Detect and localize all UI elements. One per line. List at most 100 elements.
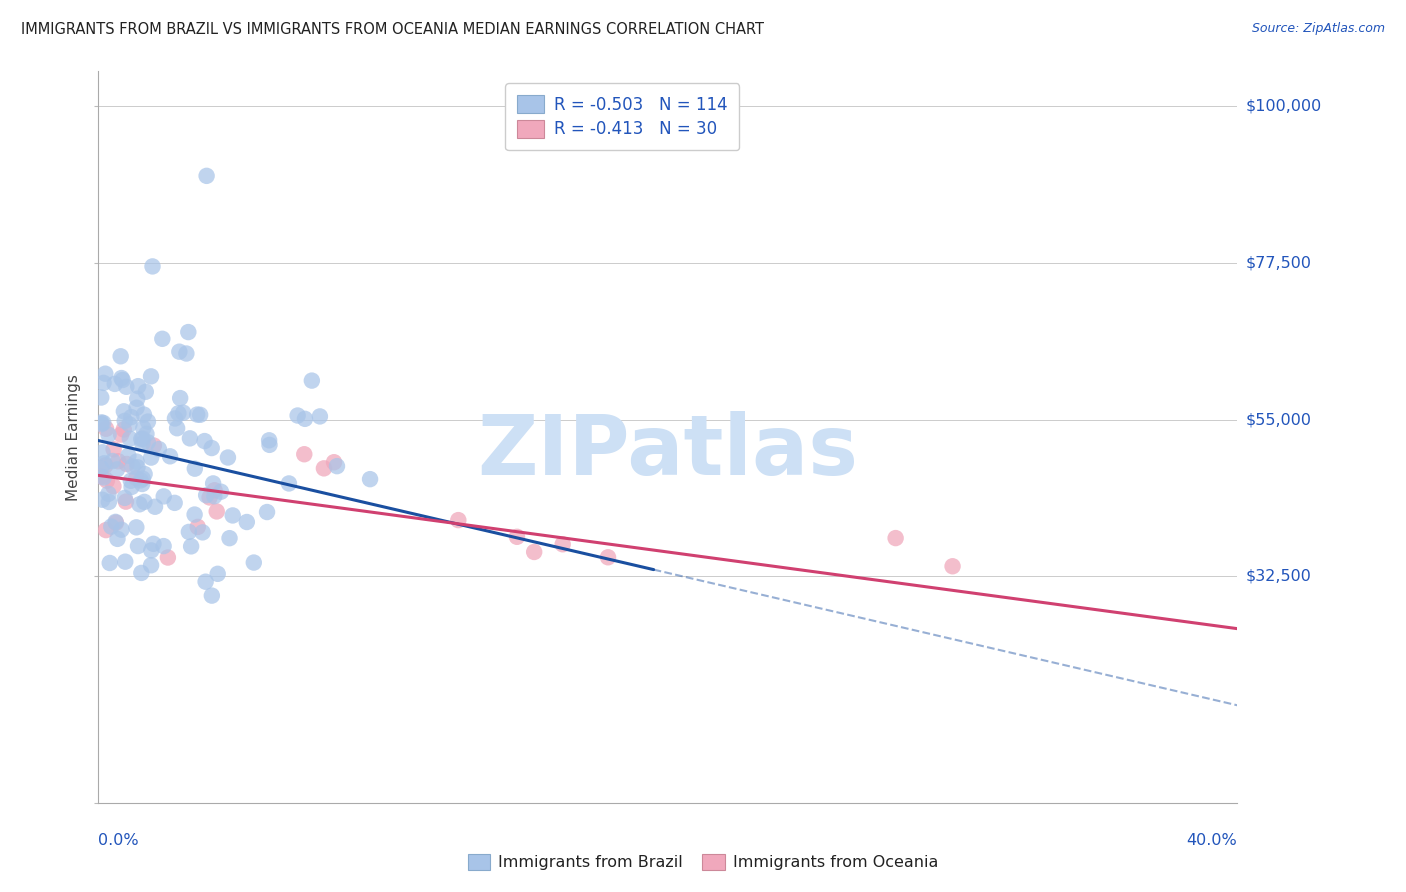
Point (93, 376, 115, 390)
Point (193, 434, 215, 448)
Point (359, 472, 381, 486)
Point (115, 457, 138, 471)
Point (129, 432, 152, 446)
Point (132, 421, 155, 435)
Point (96, 474, 118, 488)
Point (91, 445, 114, 459)
Point (184, 461, 207, 475)
Point (94, 523, 117, 537)
Point (121, 459, 143, 474)
Point (115, 494, 138, 508)
Point (191, 525, 214, 540)
Legend: Immigrants from Brazil, Immigrants from Oceania: Immigrants from Brazil, Immigrants from … (461, 848, 945, 877)
Text: ZIPatlas: ZIPatlas (478, 411, 858, 492)
Point (90, 416, 112, 430)
Point (103, 442, 125, 457)
Text: $32,500: $32,500 (1246, 569, 1312, 584)
Point (103, 479, 125, 493)
Point (201, 441, 224, 455)
Point (141, 260, 163, 274)
Point (183, 508, 205, 522)
Point (94, 367, 117, 381)
Point (105, 462, 128, 476)
Point (309, 409, 332, 424)
Point (131, 436, 153, 450)
Point (195, 169, 218, 183)
Point (207, 566, 229, 581)
Point (104, 376, 127, 391)
Point (134, 495, 156, 509)
Point (198, 491, 221, 505)
Point (131, 472, 153, 486)
Point (101, 454, 124, 468)
Point (111, 373, 134, 387)
Point (136, 415, 159, 429)
Point (323, 455, 346, 469)
Point (110, 427, 132, 442)
Point (194, 574, 217, 589)
Text: IMMIGRANTS FROM BRAZIL VS IMMIGRANTS FROM OCEANIA MEDIAN EARNINGS CORRELATION CH: IMMIGRANTS FROM BRAZIL VS IMMIGRANTS FRO… (21, 22, 763, 37)
Point (177, 325, 200, 339)
Point (172, 406, 194, 420)
Point (195, 488, 218, 502)
Point (134, 467, 156, 481)
Point (112, 404, 135, 418)
Point (142, 537, 165, 551)
Point (169, 391, 191, 405)
Point (141, 450, 163, 465)
Point (292, 447, 315, 461)
Point (187, 520, 209, 534)
Point (125, 520, 148, 534)
Point (596, 550, 619, 565)
Point (93, 470, 115, 484)
Point (107, 532, 129, 546)
Point (114, 491, 136, 505)
Point (205, 504, 228, 518)
Point (243, 556, 266, 570)
Point (97, 487, 120, 501)
Point (135, 384, 157, 399)
Point (136, 435, 159, 450)
Point (90, 469, 112, 483)
Legend: R = -0.503   N = 114, R = -0.413   N = 30: R = -0.503 N = 114, R = -0.413 N = 30 (506, 83, 740, 150)
Text: $55,000: $55,000 (1246, 412, 1312, 427)
Point (94, 422, 117, 436)
Point (179, 431, 201, 445)
Point (128, 497, 150, 511)
Point (94, 458, 117, 473)
Point (131, 432, 153, 446)
Point (177, 524, 200, 539)
Point (139, 558, 162, 573)
Point (201, 589, 224, 603)
Text: 0.0%: 0.0% (98, 833, 139, 848)
Point (127, 539, 149, 553)
Point (93, 456, 115, 470)
Point (218, 531, 240, 545)
Point (188, 408, 211, 422)
Point (98, 556, 121, 570)
Point (129, 474, 152, 488)
Point (114, 555, 136, 569)
Point (167, 406, 190, 420)
Point (156, 550, 179, 565)
Point (135, 426, 157, 441)
Point (97, 427, 120, 442)
Point (91, 416, 114, 430)
Point (107, 454, 129, 468)
Point (127, 460, 149, 475)
Text: $77,500: $77,500 (1246, 255, 1312, 270)
Point (202, 489, 225, 503)
Point (104, 515, 127, 529)
Point (222, 508, 245, 523)
Point (942, 559, 965, 574)
Point (121, 480, 143, 494)
Point (131, 477, 153, 491)
Point (301, 374, 323, 388)
Point (152, 489, 174, 503)
Point (176, 346, 198, 360)
Point (97, 495, 120, 509)
Point (112, 422, 135, 436)
Point (150, 332, 173, 346)
Point (125, 471, 148, 485)
Point (110, 349, 132, 363)
